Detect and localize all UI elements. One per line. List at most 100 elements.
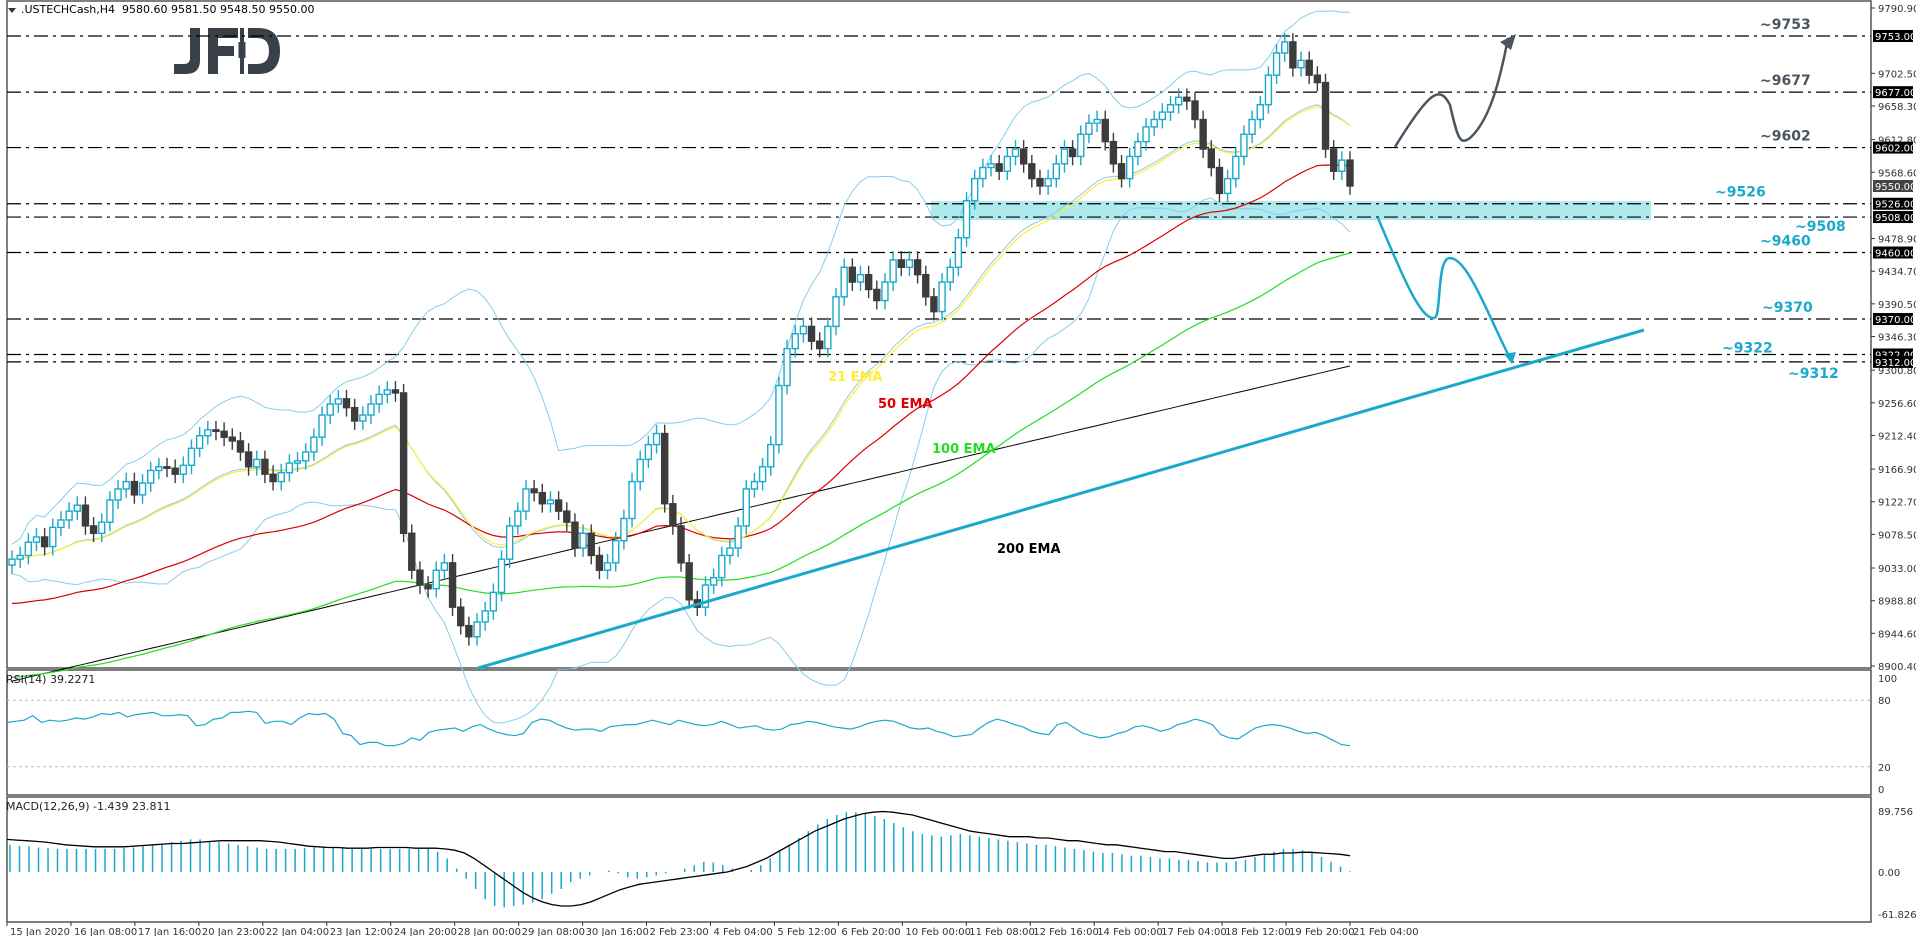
- bearish-candle: [408, 532, 416, 571]
- bullish-candle: [628, 480, 636, 520]
- bearish-candle: [269, 473, 277, 483]
- level-label-9370: ~9370: [1762, 300, 1813, 316]
- bullish-candle: [579, 532, 587, 549]
- date-tick-label: 18 Feb 12:00: [1225, 927, 1291, 936]
- bearish-candle: [1191, 100, 1199, 121]
- bullish-candle: [155, 466, 163, 472]
- bullish-candle: [1085, 122, 1093, 135]
- bullish-candle: [432, 569, 440, 590]
- bullish-candle: [709, 576, 718, 586]
- bullish-candle: [612, 539, 620, 564]
- price-tick-label: 9478.90: [1878, 235, 1916, 246]
- bullish-candle: [16, 554, 24, 560]
- bullish-candle: [106, 499, 114, 523]
- bullish-candle: [195, 435, 204, 450]
- bearish-candle: [399, 392, 408, 534]
- price-tick-label: 9033.00: [1878, 564, 1916, 575]
- bullish-candle: [1338, 159, 1346, 172]
- bearish-candle: [424, 584, 432, 590]
- bullish-candle: [114, 488, 122, 501]
- macd-label: MACD(12,26,9) -1.439 23.811: [6, 800, 171, 813]
- uptrend-line[interactable]: [477, 328, 1645, 670]
- price-tick-label: 8944.60: [1878, 629, 1916, 640]
- date-tick-label: 21 Feb 04:00: [1353, 927, 1419, 936]
- bearish-candle: [563, 510, 571, 523]
- dropdown-triangle-icon[interactable]: [8, 7, 16, 13]
- bullish-candle: [758, 466, 767, 483]
- bearish-candle: [554, 499, 563, 512]
- date-tick-label: 10 Feb 00:00: [905, 927, 971, 936]
- bullish-candle: [326, 403, 334, 416]
- price-tick-label: 9790.90: [1878, 4, 1916, 15]
- bullish-candle: [742, 488, 750, 527]
- bearish-candle: [228, 436, 236, 442]
- bullish-candle: [962, 200, 971, 239]
- symbol-label: .USTECHCash,H4: [21, 3, 116, 16]
- bearish-candle: [995, 163, 1003, 172]
- level-tag-label: 9753.00: [1875, 32, 1916, 43]
- bullish-candle: [726, 547, 734, 557]
- date-tick-label: 23 Jan 12:00: [330, 927, 393, 936]
- ema-label-ema100: 100 EMA: [932, 442, 996, 457]
- date-tick-label: 24 Jan 20:00: [394, 927, 457, 936]
- bullish-candle: [546, 499, 555, 505]
- bullish-candle: [505, 525, 514, 560]
- bearish-candle: [1068, 148, 1077, 158]
- main-panel-frame: [6, 0, 1872, 669]
- bullish-candle: [187, 447, 196, 467]
- level-tag: [1873, 211, 1913, 224]
- bearish-candle: [930, 296, 938, 313]
- bullish-candle: [946, 266, 954, 283]
- bullish-candle: [146, 469, 155, 484]
- bullish-candle: [1158, 111, 1167, 121]
- bullish-candle: [1281, 41, 1289, 54]
- bullish-candle: [791, 333, 799, 350]
- rsi-axis-label: 100: [1878, 674, 1897, 685]
- date-tick-label: 19 Feb 20:00: [1289, 927, 1355, 936]
- current-price-label: 9550.00: [1875, 182, 1916, 193]
- bullish-candle: [881, 281, 889, 302]
- bearish-candle: [1215, 166, 1224, 195]
- bullish-candle: [603, 562, 612, 571]
- bullish-candle: [979, 166, 987, 180]
- bullish-candle: [1174, 96, 1183, 106]
- bullish-candle: [481, 610, 489, 623]
- bullish-candle: [652, 432, 661, 446]
- bullish-candle: [98, 521, 106, 534]
- bullish-candle: [375, 393, 383, 405]
- bullish-candle: [1166, 104, 1175, 113]
- date-tick-label: 11 Feb 08:00: [969, 927, 1035, 936]
- bullish-candle: [889, 259, 897, 283]
- bullish-candle: [832, 296, 840, 328]
- level-tag-label: 9312.00: [1875, 358, 1916, 369]
- bullish-candle: [1077, 133, 1085, 158]
- bearish-candle: [587, 532, 595, 557]
- chart-header: .USTECHCash,H4 9580.60 9581.50 9548.50 9…: [8, 3, 315, 16]
- bullish-candle: [514, 510, 522, 527]
- bearish-candle: [457, 606, 465, 627]
- ohlc-values: 9580.60 9581.50 9548.50 9550.00: [122, 3, 315, 16]
- level-tag-label: 9508.00: [1875, 213, 1916, 224]
- date-tick-label: 17 Jan 16:00: [138, 927, 201, 936]
- bearish-candle: [1028, 163, 1036, 180]
- level-label-9753: ~9753: [1760, 17, 1811, 33]
- bullish-candle: [718, 554, 726, 579]
- bearish-candle: [669, 503, 677, 527]
- bullish-candle: [1134, 140, 1142, 158]
- macd-signal-line: [6, 810, 1351, 907]
- bearish-candle: [1019, 148, 1028, 165]
- ema-label-ema21: 21 EMA: [828, 370, 883, 385]
- bollinger-upper: [11, 10, 1350, 545]
- bullish-candle: [636, 458, 644, 483]
- arrow-head-up-icon: [1500, 34, 1516, 50]
- bearish-candle: [1117, 163, 1126, 180]
- bearish-candle: [922, 273, 930, 298]
- bearish-candle: [595, 554, 604, 571]
- bullish-candle: [1223, 177, 1232, 195]
- level-tag-label: 9602.00: [1875, 144, 1916, 155]
- bullish-candle: [65, 510, 73, 521]
- bullish-candle: [138, 482, 147, 496]
- bearish-candle: [815, 340, 824, 350]
- date-tick-label: 6 Feb 20:00: [841, 927, 900, 936]
